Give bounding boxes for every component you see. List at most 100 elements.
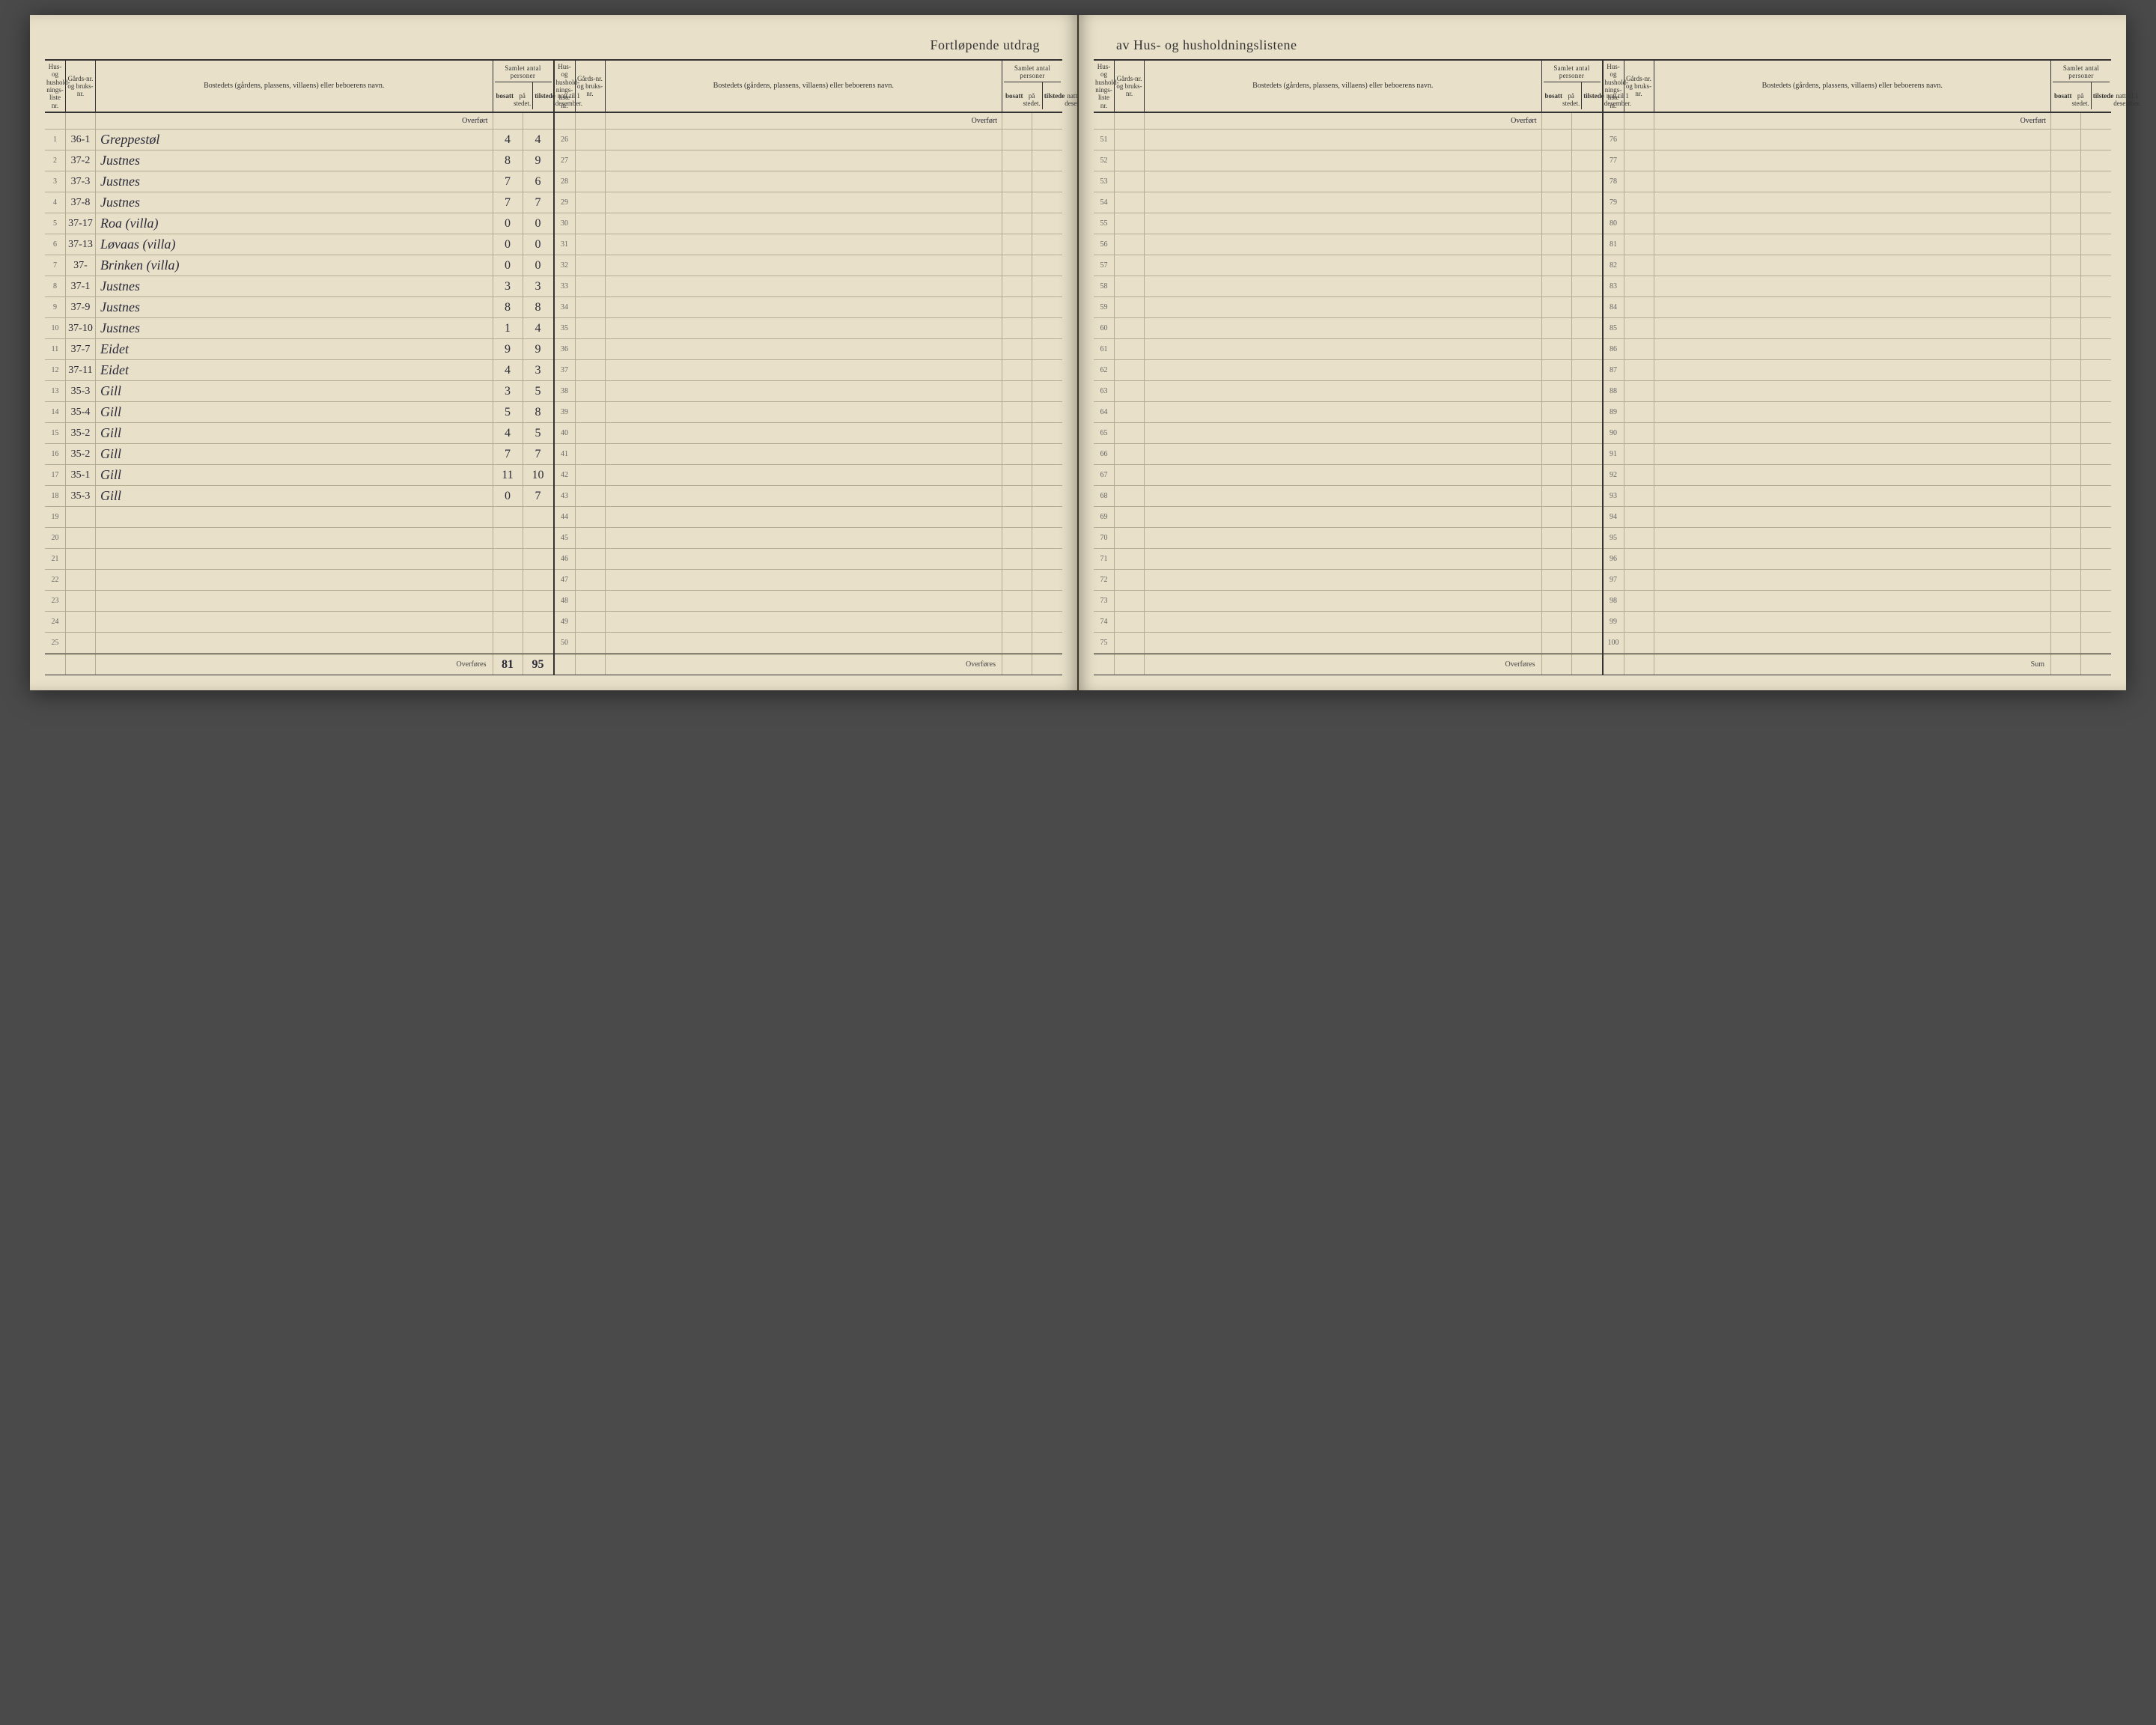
table-header: Hus- og hushold-nings-liste nr.Gårds-nr.… (1094, 61, 1602, 113)
header-name: Bostedets (gårdens, plassens, villaens) … (606, 61, 1003, 112)
cell-bosatt: 7 (493, 444, 523, 464)
table-row: 41 (555, 444, 1063, 465)
row-number: 24 (45, 612, 66, 632)
row-number: 70 (1094, 528, 1115, 548)
cell-gard (1115, 486, 1145, 506)
table-row: 51 (1094, 130, 1602, 150)
cell-gard (1115, 591, 1145, 611)
cell-bosatt (1002, 591, 1032, 611)
cell-name (1654, 402, 2052, 422)
cell-gard (1115, 171, 1145, 192)
cell-name: Justnes (96, 150, 493, 171)
cell-bosatt (2051, 591, 2081, 611)
cell-name (1145, 297, 1542, 317)
cell-tilstede: 8 (523, 402, 553, 422)
cell-tilstede (2081, 360, 2111, 380)
cell-bosatt: 7 (493, 171, 523, 192)
row-number: 28 (555, 171, 576, 192)
cell-gard (1115, 465, 1145, 485)
row-number: 2 (45, 150, 66, 171)
table-row: 46 (555, 549, 1063, 570)
cell-gard (1624, 150, 1654, 171)
cell-gard (1115, 444, 1145, 464)
table-row: 81 (1604, 234, 2112, 255)
cell-name: Justnes (96, 171, 493, 192)
cell-bosatt (2051, 234, 2081, 255)
cell-name (1145, 423, 1542, 443)
cell-tilstede (1572, 130, 1602, 150)
table-row: 1535-2Gill45 (45, 423, 553, 444)
table-row: 1037-10Justnes14 (45, 318, 553, 339)
table-row: 23 (45, 591, 553, 612)
cell-bosatt (1002, 444, 1032, 464)
cell-tilstede (2081, 297, 2111, 317)
row-number: 39 (555, 402, 576, 422)
row-number: 58 (1094, 276, 1115, 296)
cell-gard (576, 507, 606, 527)
table-row: 91 (1604, 444, 2112, 465)
cell-name (1654, 360, 2052, 380)
left-page: Fortløpende utdrag Hus- og hushold-nings… (30, 15, 1079, 690)
cell-gard (1624, 255, 1654, 276)
table-row: 1237-11Eidet43 (45, 360, 553, 381)
cell-bosatt (1542, 528, 1572, 548)
overfores-row: Overføres8195 (45, 654, 553, 675)
header-persons-top: Samlet antal personer (495, 63, 552, 82)
cell-tilstede (2081, 339, 2111, 359)
column-block-2: Hus- og hushold-nings-liste nr.Gårds-nr.… (553, 61, 1063, 675)
table-row: 36 (555, 339, 1063, 360)
header-tilstede: tilstedenatt til 1 desember. (2092, 82, 2143, 109)
cell-tilstede (1572, 150, 1602, 171)
cell-tilstede: 5 (523, 381, 553, 401)
row-number: 51 (1094, 130, 1115, 150)
cell-name (1654, 423, 2052, 443)
row-number: 43 (555, 486, 576, 506)
cell-name (1145, 633, 1542, 653)
cell-gard (1115, 360, 1145, 380)
cell-name (606, 171, 1003, 192)
cell-bosatt: 0 (493, 486, 523, 506)
cell-name: Løvaas (villa) (96, 234, 493, 255)
cell-bosatt (1542, 318, 1572, 338)
row-number: 34 (555, 297, 576, 317)
cell-tilstede (1032, 612, 1062, 632)
cell-bosatt (1002, 612, 1032, 632)
overfort-label: Overført (96, 113, 493, 129)
cell-gard (1115, 612, 1145, 632)
table-row: 97 (1604, 570, 2112, 591)
cell-bosatt (1542, 423, 1572, 443)
row-number: 96 (1604, 549, 1624, 569)
cell-tilstede (2081, 192, 2111, 213)
cell-tilstede (1032, 234, 1062, 255)
cell-gard (576, 444, 606, 464)
cell-gard (66, 507, 96, 527)
table-row: 76 (1604, 130, 2112, 150)
row-number: 6 (45, 234, 66, 255)
table-row: 26 (555, 130, 1063, 150)
cell-gard (1115, 549, 1145, 569)
row-number: 94 (1604, 507, 1624, 527)
table-row: 737-Brinken (villa)00 (45, 255, 553, 276)
row-number: 26 (555, 130, 576, 150)
row-number: 44 (555, 507, 576, 527)
cell-bosatt (1542, 486, 1572, 506)
table-row: 90 (1604, 423, 2112, 444)
cell-gard (1115, 130, 1145, 150)
row-number: 40 (555, 423, 576, 443)
row-number: 85 (1604, 318, 1624, 338)
table-row: 50 (555, 633, 1063, 654)
cell-gard (576, 297, 606, 317)
cell-bosatt (1002, 549, 1032, 569)
cell-name (606, 633, 1003, 653)
cell-name (606, 570, 1003, 590)
cell-bosatt (1542, 255, 1572, 276)
cell-tilstede (1572, 633, 1602, 653)
cell-bosatt (1002, 130, 1032, 150)
cell-tilstede (1032, 297, 1062, 317)
cell-gard (576, 150, 606, 171)
row-number: 18 (45, 486, 66, 506)
cell-tilstede (1572, 381, 1602, 401)
cell-tilstede (1032, 339, 1062, 359)
cell-gard (1624, 570, 1654, 590)
cell-name: Gill (96, 402, 493, 422)
